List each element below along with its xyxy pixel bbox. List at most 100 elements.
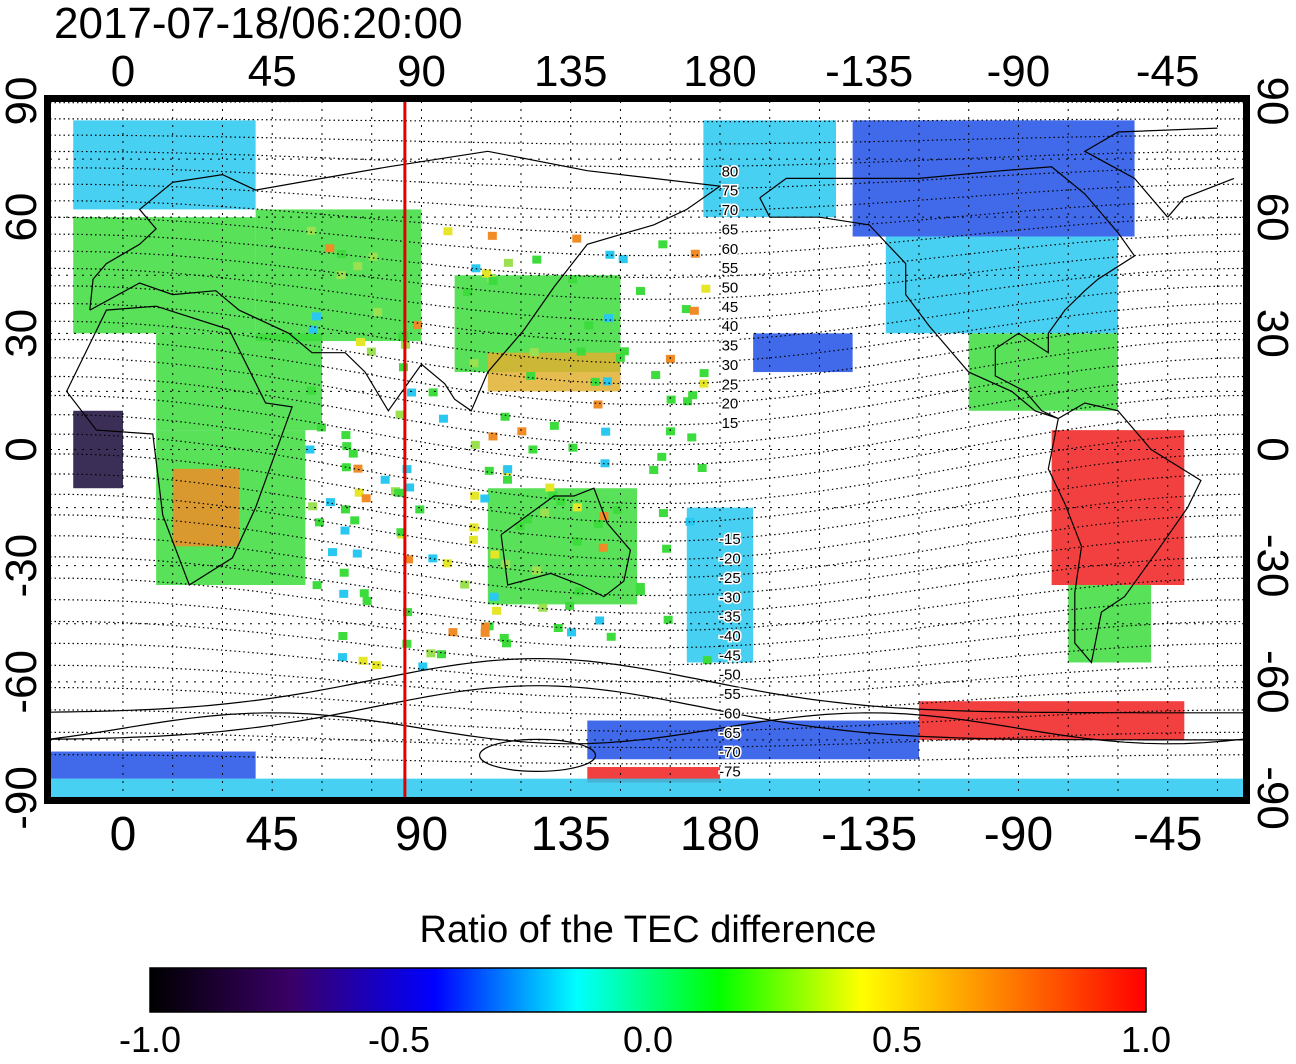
tec-data-cell [368, 252, 378, 261]
tec-data-cell [394, 488, 404, 497]
tec-data-cell [635, 583, 645, 592]
tec-data-cell [480, 622, 490, 631]
contour-ellipse [478, 738, 597, 773]
tec-data-cell [306, 386, 316, 395]
contour-label: 70 [722, 202, 739, 219]
tec-data-cell [443, 227, 453, 236]
lon-tick-bottom: 180 [680, 808, 760, 861]
tec-data-cell [503, 465, 513, 474]
tec-data-cell [576, 347, 586, 356]
tec-data-cell [356, 338, 366, 347]
tec-data-cell [503, 258, 513, 267]
tec-data-cell [361, 494, 371, 503]
tec-data-cell [470, 491, 480, 500]
coastline [66, 305, 293, 586]
tec-data-cell [529, 348, 539, 357]
tec-data-cell [540, 508, 550, 517]
tec-data-cell [699, 369, 709, 378]
tec-data-cell [663, 615, 673, 624]
tec-data-cell [341, 463, 351, 472]
tec-data-cell [553, 624, 563, 633]
tec-data-cell [371, 661, 381, 670]
contour-line [50, 664, 1244, 699]
contour-label: 45 [722, 299, 739, 316]
contour-label: -70 [719, 744, 741, 761]
tec-data-cell [463, 287, 473, 296]
tec-data-cell [336, 271, 346, 280]
timestamp-title: 2017-07-18/06:20:00 [54, 0, 463, 48]
tec-data-cell [352, 549, 362, 558]
contour-line [50, 657, 1244, 714]
tec-data-cell [665, 427, 675, 436]
contour-label: -35 [719, 609, 741, 626]
contour-label: 60 [722, 241, 739, 258]
tec-data-cell [701, 284, 711, 293]
tec-data-cell [687, 433, 697, 442]
tec-data-cell [532, 566, 542, 575]
tec-data-cell [636, 286, 646, 295]
tec-data-patch [50, 778, 1244, 798]
tec-data-cell [532, 255, 542, 264]
lat-tick-right: 0 [1248, 437, 1296, 461]
tec-data-cell [342, 442, 352, 451]
tec-data-cell [567, 628, 577, 637]
tec-data-cell [572, 503, 582, 512]
tec-data-cell [572, 234, 582, 243]
tec-data-cell [499, 633, 509, 642]
tec-data-cell [341, 431, 351, 440]
tec-data-cell [484, 466, 494, 475]
tec-data-cell [415, 505, 425, 514]
contour-line [50, 642, 1244, 683]
contour-line [50, 200, 1244, 235]
contour-line [50, 414, 1244, 485]
coastlines [50, 127, 1244, 745]
contour-label: 50 [722, 279, 739, 296]
tec-data-cell [549, 421, 559, 430]
contour-line [50, 233, 1244, 279]
tec-data-cell [602, 377, 612, 386]
tec-data-cell [380, 475, 390, 484]
tec-data-cell [366, 347, 376, 356]
tec-data-cell [572, 537, 582, 546]
contour-label: 20 [722, 396, 739, 413]
lat-tick-right: 60 [1248, 193, 1296, 242]
lon-tick-bottom: -90 [984, 808, 1053, 861]
colorbar-tick-label: 0.5 [871, 1019, 923, 1060]
lon-tick-top: 180 [683, 47, 756, 96]
tec-data-cell [442, 559, 452, 568]
tec-data-cell [593, 400, 603, 409]
lat-tick-left: -90 [0, 766, 46, 830]
contour-line [50, 183, 1244, 212]
lon-tick-top: 45 [248, 47, 297, 96]
tec-data-cell [308, 325, 318, 334]
lon-tick-bottom: 0 [110, 808, 137, 861]
tec-data-cell [528, 445, 538, 454]
contour-label: 80 [722, 163, 739, 180]
contour-line [50, 118, 1244, 123]
lon-tick-top: -135 [825, 47, 913, 96]
tec-data-patch [885, 236, 1118, 334]
contour-line [50, 267, 1244, 322]
contour-line [50, 599, 1244, 649]
tec-data-cell [339, 568, 349, 577]
tec-data-cell [404, 555, 414, 564]
contour-labels: 80 75 70 65 60 55 50 45 40 35 30 25 20 15 -15 -20 -25 -30… [718, 162, 743, 782]
tec-data-cell [325, 244, 335, 253]
colorbar-tick-label: 0.0 [622, 1019, 674, 1060]
tec-data-cell [500, 412, 510, 421]
tec-data-cell [538, 603, 548, 612]
contour-line [50, 453, 1244, 524]
tec-data-cell [412, 321, 422, 330]
tec-data-cell [548, 491, 558, 500]
coastline [500, 487, 632, 598]
tec-data-cell [523, 515, 533, 524]
lon-tick-top: -45 [1136, 47, 1200, 96]
tec-data-cell [590, 377, 600, 386]
axis-tick-labels: 0 45 90 135 180 -135 -90 -450 45 90 135 180 -135 -90-… [0, 47, 1296, 861]
tec-data-cell [340, 505, 350, 514]
lat-tick-right: -60 [1248, 650, 1296, 714]
contour-line [50, 577, 1244, 632]
tec-data-cell [340, 526, 350, 535]
lat-tick-left: 0 [0, 437, 46, 461]
